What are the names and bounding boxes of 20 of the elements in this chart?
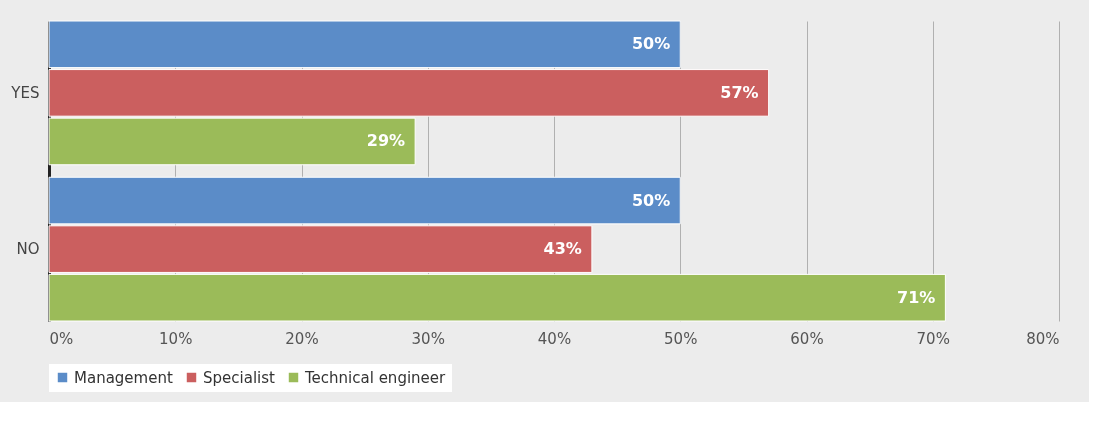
legend-label: Specialist xyxy=(203,368,276,387)
x-tick-label: 30% xyxy=(411,329,445,348)
x-tick-label: 40% xyxy=(537,329,572,348)
x-tick-label: 0% xyxy=(49,329,74,348)
y-tick-label: YES xyxy=(10,83,40,102)
x-tick-label: 70% xyxy=(916,329,950,348)
x-tick-label: 60% xyxy=(790,329,824,348)
data-label: 50% xyxy=(631,34,671,54)
x-tick-label: 20% xyxy=(285,329,319,348)
data-label: 29% xyxy=(366,131,406,151)
x-tick-label: 10% xyxy=(159,329,193,348)
legend-label: Technical engineer xyxy=(304,368,447,387)
data-label: 43% xyxy=(543,239,582,259)
y-tick-label: NO xyxy=(16,240,40,259)
data-label: 50% xyxy=(631,190,671,210)
x-tick-label: 80% xyxy=(1026,329,1060,348)
x-tick-label: 50% xyxy=(664,329,698,348)
data-label: 71% xyxy=(897,287,936,307)
legend-label: Management xyxy=(74,368,173,387)
data-label: 57% xyxy=(720,82,759,102)
